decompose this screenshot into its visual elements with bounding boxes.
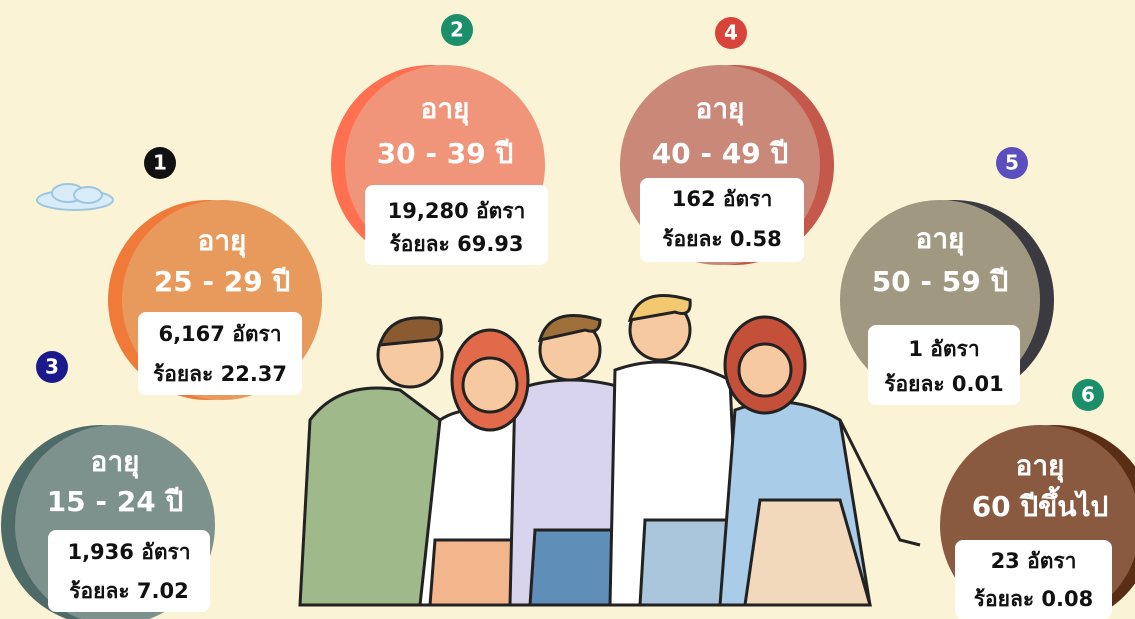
age-range: 30 - 39 ปี: [377, 137, 514, 170]
count: 1,936 อัตรา: [67, 540, 190, 564]
percent: ร้อยละ 69.93: [389, 232, 523, 256]
count: 19,280 อัตรา: [388, 199, 526, 223]
age-title: อายุ: [916, 222, 965, 256]
badge-number: 5: [1005, 151, 1019, 175]
badge-number: 3: [45, 355, 59, 379]
count: 6,167 อัตรา: [158, 322, 281, 346]
badge-number: 4: [724, 21, 738, 45]
percent: ร้อยละ 7.02: [69, 579, 188, 603]
badge-number: 2: [450, 18, 464, 42]
age-range: 60 ปีขึ้นไป: [972, 485, 1109, 523]
percent: ร้อยละ 22.37: [153, 362, 287, 386]
age-title: อายุ: [198, 224, 247, 258]
age-title: อายุ: [421, 92, 470, 126]
age-range: 15 - 24 ปี: [47, 485, 184, 518]
age-title: อายุ: [1016, 449, 1065, 483]
count: 162 อัตรา: [672, 187, 772, 211]
age-range: 50 - 59 ปี: [872, 265, 1009, 298]
badge-number: 1: [153, 151, 167, 175]
percent: ร้อยละ 0.01: [884, 372, 1003, 396]
count: 23 อัตรา: [991, 549, 1077, 573]
infographic: อายุ25 - 29 ปีอายุ30 - 39 ปีอายุ15 - 24 …: [0, 0, 1135, 619]
age-range: 25 - 29 ปี: [154, 265, 291, 298]
age-range: 40 - 49 ปี: [652, 137, 789, 170]
count: 1 อัตรา: [908, 337, 979, 361]
age-title: อายุ: [91, 445, 140, 479]
badge-number: 6: [1081, 383, 1095, 407]
percent: ร้อยละ 0.58: [662, 227, 781, 251]
percent: ร้อยละ 0.08: [974, 587, 1093, 611]
age-title: อายุ: [696, 92, 745, 126]
